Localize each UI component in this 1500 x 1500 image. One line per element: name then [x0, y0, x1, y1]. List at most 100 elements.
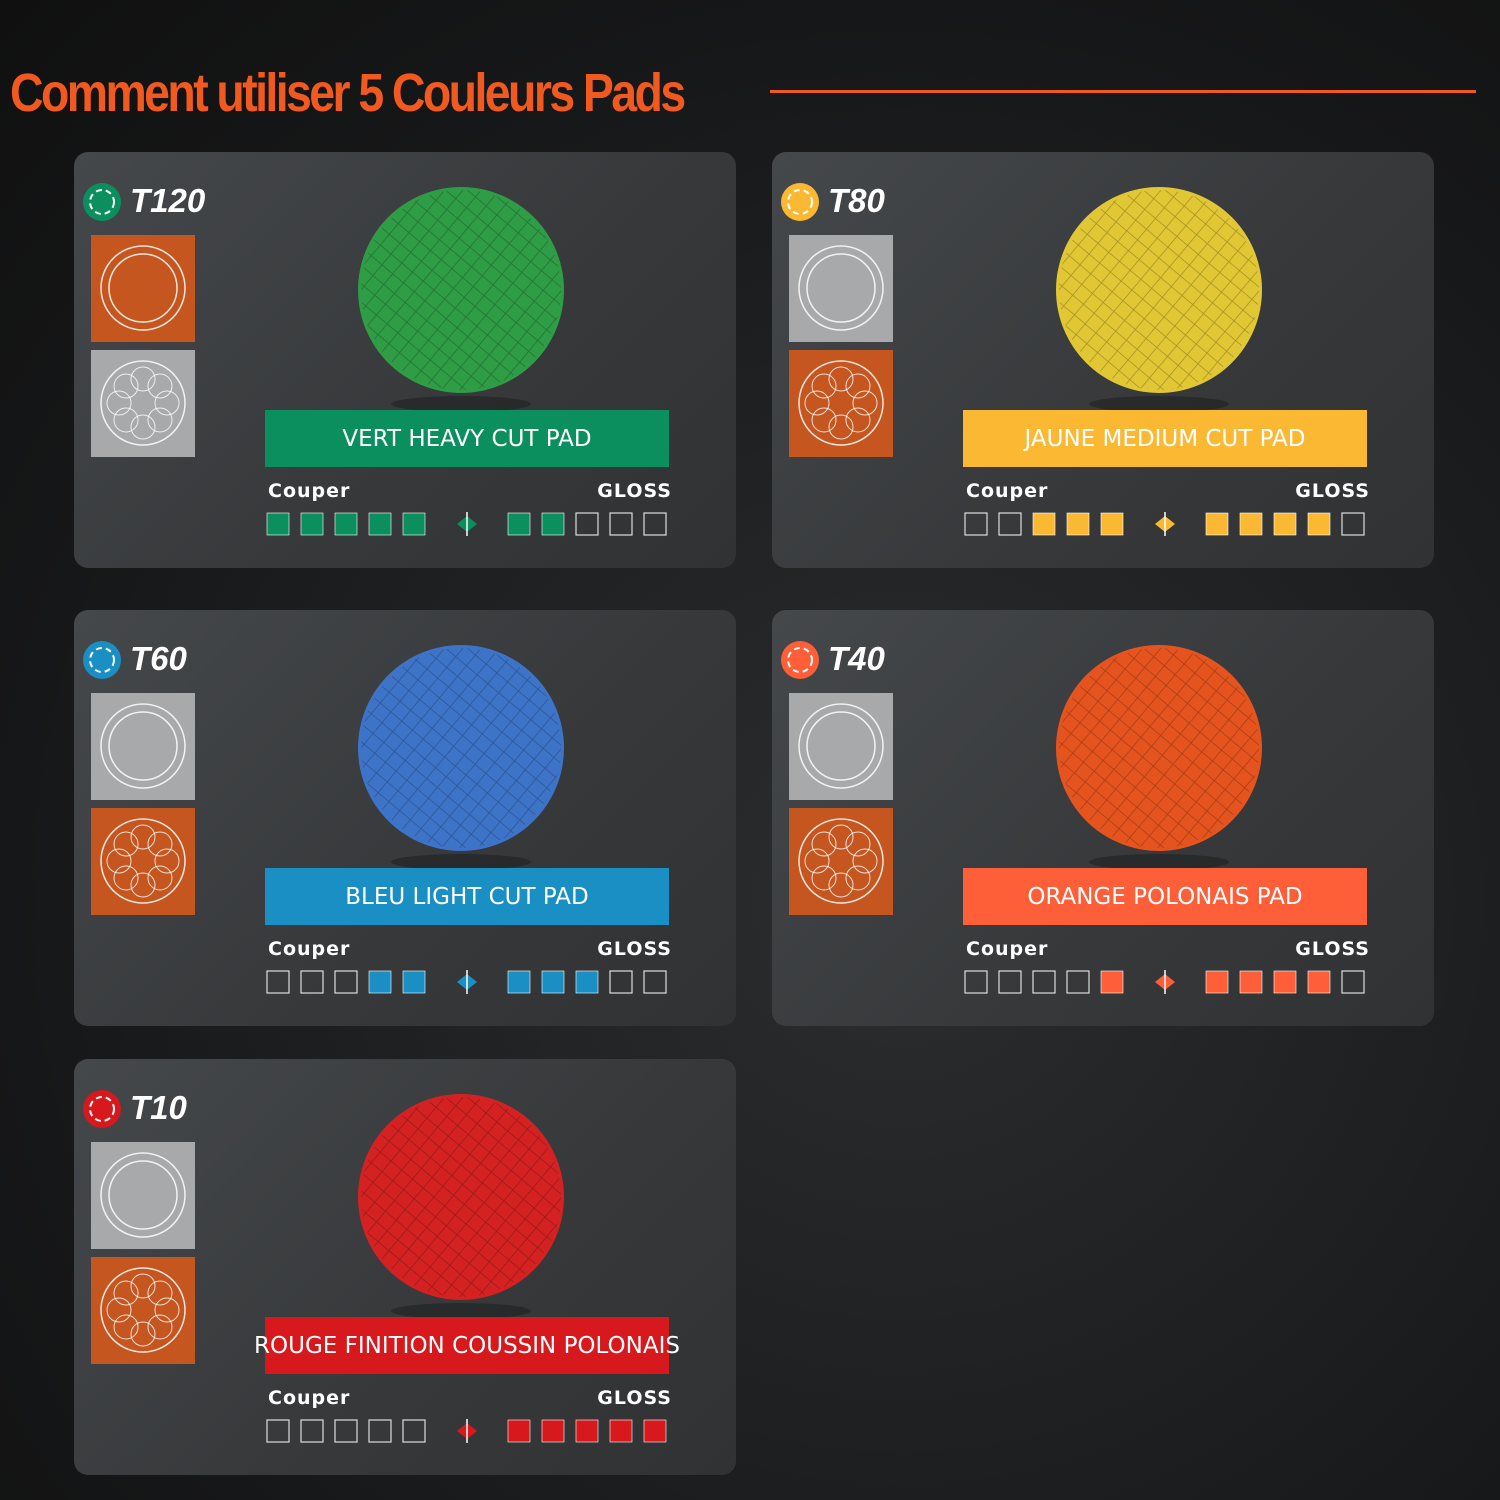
icon-orbit — [113, 831, 139, 857]
pad-code: T40 — [828, 640, 885, 677]
icon-orbit — [147, 1280, 173, 1306]
code-badge-ring — [89, 189, 115, 215]
icon-ring — [100, 360, 186, 446]
icon-orbit — [113, 373, 139, 399]
title-rule — [770, 90, 1476, 93]
gloss-square — [609, 970, 633, 994]
code-badge — [781, 641, 819, 679]
icon-orbit — [804, 848, 830, 874]
cut-label: Couper — [268, 938, 351, 960]
icon-ring — [100, 245, 186, 331]
pad-grid — [1059, 190, 1259, 390]
pad-code: T10 — [130, 1089, 187, 1126]
gloss-label: GLOSS — [597, 1387, 672, 1409]
icon-ring — [798, 245, 884, 331]
pad-shadow — [391, 396, 531, 412]
icon-orbit — [811, 831, 837, 857]
icon-orbit — [804, 390, 830, 416]
rotary-icon — [789, 693, 893, 800]
icon-orbit — [113, 407, 139, 433]
code-badge-ring — [89, 647, 115, 673]
rotary-icon — [91, 235, 195, 342]
icon-ring — [798, 818, 884, 904]
gloss-square — [575, 970, 599, 994]
cut-square — [334, 512, 358, 536]
icon-orbit — [130, 824, 156, 850]
gloss-square — [1205, 970, 1229, 994]
code-badge — [781, 183, 819, 221]
icon-orbit — [130, 1273, 156, 1299]
icon-orbit — [130, 1321, 156, 1347]
pad-shadow — [1089, 854, 1229, 870]
icon-orbit — [113, 1314, 139, 1340]
cut-square — [1032, 512, 1056, 536]
cut-square — [402, 1419, 426, 1443]
pad-card: T60 BLEU LIGHT CUT PAD Couper GLOSS — [74, 610, 736, 1026]
cut-square — [300, 512, 324, 536]
icon-orbit — [811, 407, 837, 433]
gloss-square — [609, 512, 633, 536]
icon-orbit — [147, 865, 173, 891]
code-badge — [83, 183, 121, 221]
gloss-square — [643, 512, 667, 536]
pad-card: T10 ROUGE FINITION COUSSIN POLONAIS Couper… — [74, 1059, 736, 1475]
icon-orbit — [845, 831, 871, 857]
gloss-square — [1307, 970, 1331, 994]
card-graphics — [781, 641, 1365, 994]
cut-square — [368, 512, 392, 536]
cut-square — [368, 970, 392, 994]
icon-orbit — [130, 872, 156, 898]
icon-orbit — [154, 1297, 180, 1323]
gloss-square — [609, 1419, 633, 1443]
icon-orbit — [106, 1297, 132, 1323]
cut-square — [334, 1419, 358, 1443]
cut-square — [402, 970, 426, 994]
orbital-icon — [789, 350, 893, 457]
icon-orbit — [113, 1280, 139, 1306]
icon-ring — [100, 703, 186, 789]
cut-square — [368, 1419, 392, 1443]
cut-square — [266, 970, 290, 994]
cut-label: Couper — [268, 480, 351, 502]
icon-ring — [100, 1152, 186, 1238]
pad-shadow — [391, 1303, 531, 1319]
rotary-icon — [789, 235, 893, 342]
icon-ring — [100, 1267, 186, 1353]
pad-label: ORANGE POLONAIS PAD — [963, 868, 1367, 925]
pad-label: JAUNE MEDIUM CUT PAD — [963, 410, 1367, 467]
icon-orbit — [828, 414, 854, 440]
pad-shadow — [391, 854, 531, 870]
icon-orbit — [828, 366, 854, 392]
card-graphics — [83, 641, 667, 994]
icon-orbit — [154, 848, 180, 874]
gloss-square — [507, 970, 531, 994]
gloss-square — [1205, 512, 1229, 536]
icon-bg — [91, 235, 195, 342]
icon-ring — [798, 360, 884, 446]
cut-square — [402, 512, 426, 536]
pad-code: T120 — [130, 182, 206, 219]
card-graphics — [781, 183, 1365, 536]
gloss-square — [1307, 512, 1331, 536]
cut-square — [1032, 970, 1056, 994]
gloss-square — [1239, 970, 1263, 994]
pad-label: ROUGE FINITION COUSSIN POLONAIS — [254, 1317, 680, 1374]
icon-ring — [806, 711, 876, 781]
icon-orbit — [811, 865, 837, 891]
gloss-square — [643, 1419, 667, 1443]
icon-orbit — [811, 373, 837, 399]
orbital-icon — [91, 350, 195, 457]
icon-orbit — [154, 390, 180, 416]
icon-orbit — [852, 390, 878, 416]
pad-shadow — [1089, 396, 1229, 412]
gloss-square — [541, 1419, 565, 1443]
orbital-icon — [91, 808, 195, 915]
gloss-square — [575, 1419, 599, 1443]
cut-label: Couper — [966, 938, 1049, 960]
cut-label: Couper — [268, 1387, 351, 1409]
icon-orbit — [147, 373, 173, 399]
icon-orbit — [828, 872, 854, 898]
gloss-label: GLOSS — [597, 938, 672, 960]
icon-bg — [789, 693, 893, 800]
pad-grid — [1059, 648, 1259, 848]
